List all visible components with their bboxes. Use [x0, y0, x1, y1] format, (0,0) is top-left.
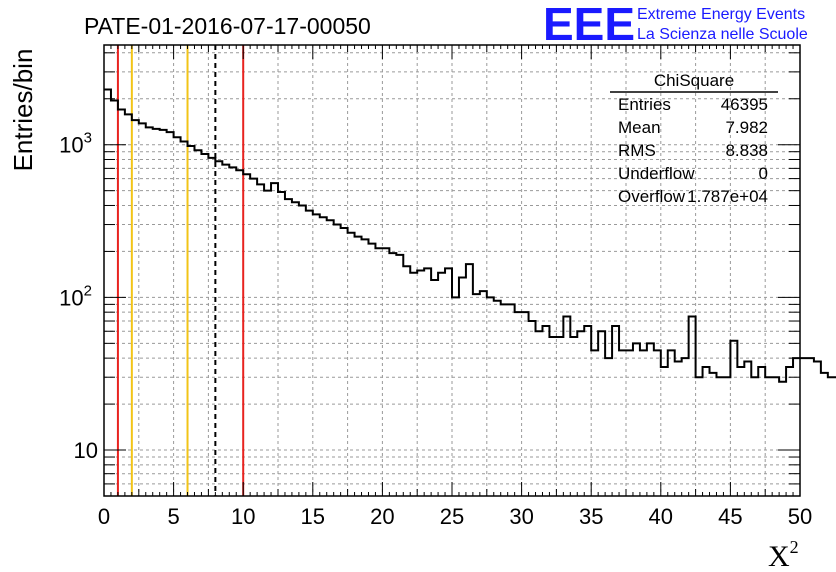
x-axis-title-superscript: 2 [790, 537, 799, 557]
stats-row-value: 0 [759, 164, 768, 183]
chart-title: PATE-01-2016-07-17-00050 [84, 13, 371, 39]
stats-row-value: 7.982 [725, 118, 768, 137]
x-axis-title: X2 [768, 537, 799, 572]
x-tick-label: 35 [579, 504, 603, 529]
stats-box: ChiSquare Entries 46395 Mean 7.982 RMS 8.838 U… [610, 71, 778, 206]
eee-logo: EEE [543, 0, 635, 50]
x-tick-label: 30 [509, 504, 533, 529]
y-tick-label-base: 10 [59, 133, 83, 158]
x-tick-label: 40 [649, 504, 673, 529]
eee-branding: EEE Extreme Energy Events La Scienza nel… [543, 0, 808, 50]
stats-row-label: Overflow [618, 187, 686, 206]
x-tick-label: 5 [167, 504, 179, 529]
x-tick-label: 20 [370, 504, 394, 529]
stats-rows: Entries 46395 Mean 7.982 RMS 8.838 Underflow 0 O… [618, 95, 768, 206]
brand-line-1: Extreme Energy Events [637, 6, 805, 23]
x-tick-label: 45 [718, 504, 742, 529]
y-tick-label: 103 [59, 130, 92, 158]
stats-row-value: 8.838 [725, 141, 768, 160]
brand-line-2: La Scienza nelle Scuole [637, 26, 808, 43]
y-tick-label: 10 [74, 438, 98, 463]
y-tick-label-exponent: 2 [84, 282, 92, 299]
stats-row-label: RMS [618, 141, 656, 160]
y-axis-title: Entries/bin [8, 49, 38, 172]
x-tick-label: 0 [98, 504, 110, 529]
x-axis-title-base: X [768, 540, 790, 572]
histogram-series [104, 88, 836, 383]
stats-row-label: Entries [618, 95, 671, 114]
y-tick-label-base: 10 [59, 285, 83, 310]
stats-row-label: Underflow [618, 164, 695, 183]
stats-box-name: ChiSquare [654, 71, 734, 90]
x-tick-labels: 0 5 10 15 20 25 30 35 40 45 50 [98, 504, 812, 529]
y-tick-label-exponent: 3 [84, 130, 92, 147]
x-tick-label: 10 [231, 504, 255, 529]
x-tick-label: 15 [301, 504, 325, 529]
x-tick-label: 25 [440, 504, 464, 529]
cut-lines [116, 45, 245, 496]
stats-row-value: 1.787e+04 [687, 187, 768, 206]
x-tick-label: 50 [788, 504, 812, 529]
grid [104, 45, 800, 497]
stats-row-label: Mean [618, 118, 661, 137]
y-tick-label: 102 [59, 282, 92, 310]
stats-row-value: 46395 [721, 95, 768, 114]
axis-ticks [103, 45, 801, 497]
y-tick-label-base: 10 [74, 438, 98, 463]
